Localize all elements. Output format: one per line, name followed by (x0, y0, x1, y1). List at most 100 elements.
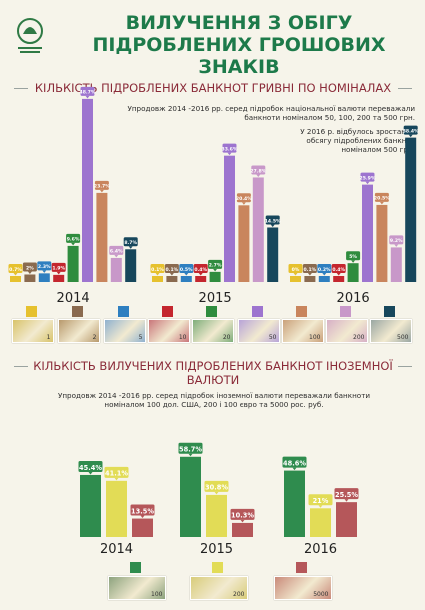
data-label-bg (123, 237, 138, 247)
data-label-pointer (155, 273, 160, 276)
banknote-5-hryvnia-icon: 5 (103, 319, 146, 343)
data-label-bg (208, 259, 223, 269)
data-label-bg (179, 264, 194, 273)
bar-2015-6 (238, 205, 250, 282)
bar-2016-0 (290, 276, 301, 282)
bar-2014-8 (125, 249, 137, 282)
data-label: 0.2% (318, 267, 331, 273)
banknote-denomination: 5000 (313, 591, 329, 598)
bar-2015-3 (195, 276, 207, 282)
nbu-logo-icon (17, 18, 43, 53)
banknote-50-hryvnia-icon: 50 (237, 319, 280, 343)
data-label-pointer (198, 273, 203, 276)
tick-label-2014: 2014 (100, 542, 133, 557)
data-label-pointer (56, 271, 61, 275)
tick-label-2015: 2015 (200, 542, 233, 557)
bar-2016-1 (310, 508, 331, 537)
data-label-bg (308, 494, 333, 506)
bar-2016-7 (390, 247, 402, 282)
data-label-bg (178, 442, 203, 454)
data-label-pointer (214, 491, 219, 495)
banknote-denomination: 5 (138, 334, 143, 341)
banknote-5000-rub-icon: 5000 (273, 576, 332, 600)
data-label-pointer (13, 273, 18, 276)
data-label-bg (130, 504, 155, 516)
bar-2014-1 (24, 274, 36, 282)
data-label: 27.8% (250, 168, 266, 174)
bar-2014-2 (38, 273, 50, 282)
data-label: 0.5% (180, 267, 193, 273)
data-label: 10.3% (231, 512, 254, 520)
data-label-bg (51, 262, 66, 272)
data-label-pointer (42, 270, 47, 273)
data-label-pointer (213, 268, 218, 272)
banknote-100-usd-icon: 100 (107, 576, 166, 600)
legend-swatch (118, 306, 129, 317)
data-label-bg (317, 264, 332, 273)
legend-swatch (296, 562, 307, 573)
data-label-bg (251, 165, 266, 175)
data-label: 5% (349, 254, 357, 260)
data-label-pointer (307, 273, 312, 276)
data-label-bg (22, 262, 37, 272)
bar-2014-0 (10, 276, 21, 282)
data-label: 41.1% (105, 470, 128, 478)
data-label-pointer (140, 515, 145, 519)
data-label-pointer (270, 224, 275, 227)
data-label: 25.9% (360, 175, 376, 181)
data-label-pointer (292, 467, 297, 471)
divider (14, 366, 28, 367)
banknote-denomination: 500 (397, 334, 409, 341)
bar-2015-8 (267, 227, 279, 282)
divider (398, 88, 412, 89)
bar-2015-1 (206, 494, 227, 537)
section-title-foreign: КІЛЬКІСТЬ ВИЛУЧЕНИХ ПІДРОБЛЕНИХ БАНКНОТ … (33, 359, 393, 387)
bar-2015-0 (152, 276, 163, 282)
data-label: 8.7% (124, 240, 137, 246)
banknote-10-hryvnia-icon: 10 (147, 319, 190, 343)
data-label-bg (403, 125, 418, 135)
data-label-bg (222, 143, 237, 153)
bar-2014-6 (96, 192, 108, 282)
bar-2016-2 (336, 502, 357, 537)
data-label: 38.4% (403, 128, 419, 134)
legend-swatch (162, 306, 173, 317)
data-label-bg (193, 264, 208, 273)
legend-swatch (206, 306, 217, 317)
bar-2015-1 (166, 276, 178, 282)
banknote-denomination: 2 (92, 334, 97, 341)
data-label-bg (288, 264, 303, 273)
banknote-denomination: 200 (233, 591, 245, 598)
bar-2016-5 (362, 184, 373, 282)
bar-2014-7 (110, 257, 122, 282)
bar-2015-2 (232, 522, 253, 537)
note-hryvnia-2: У 2016 р. відбулось зростання обсягу під… (300, 127, 415, 154)
data-label-pointer (351, 260, 356, 263)
data-label-pointer (184, 273, 189, 276)
banknote-2-hryvnia-icon: 2 (57, 319, 100, 343)
data-label-bg (204, 480, 229, 492)
banknote-denomination: 1 (46, 334, 51, 341)
bar-2014-3 (53, 274, 65, 282)
banknote-200-hryvnia-icon: 200 (325, 319, 368, 343)
hryvnia-denomination-chart: 0.7% 2% 2.3% 1.9% 9.6% 48.7% 23.7% 6.4%8.7% 2014… (8, 86, 419, 306)
data-label-pointer (85, 95, 90, 99)
bar-2016-8 (405, 137, 417, 282)
banknote-denomination: 20 (222, 334, 231, 341)
banknote-denomination: 10 (178, 334, 187, 341)
tick-label-2016: 2016 (304, 542, 337, 557)
banknote-1-hryvnia-icon: 1 (11, 319, 54, 343)
data-label: 58.7% (179, 446, 202, 454)
data-label: 9.6% (67, 237, 80, 243)
page-title: ВИЛУЧЕННЯ З ОБІГУ ПІДРОБЛЕНИХ ГРОШОВИХ З… (92, 12, 386, 78)
data-label-bg (109, 245, 124, 255)
legend-swatch (72, 306, 83, 317)
data-label-bg (236, 193, 251, 203)
data-label-pointer (27, 271, 32, 274)
note-hryvnia-1: Упродовж 2014 -2016 рр. серед підробок н… (127, 104, 415, 122)
banknote-denomination: 100 (151, 591, 163, 598)
data-label: 13.5% (131, 507, 154, 515)
bar-2014-2 (132, 518, 153, 537)
bar-2016-6 (376, 204, 388, 282)
data-label: 21% (313, 497, 329, 505)
